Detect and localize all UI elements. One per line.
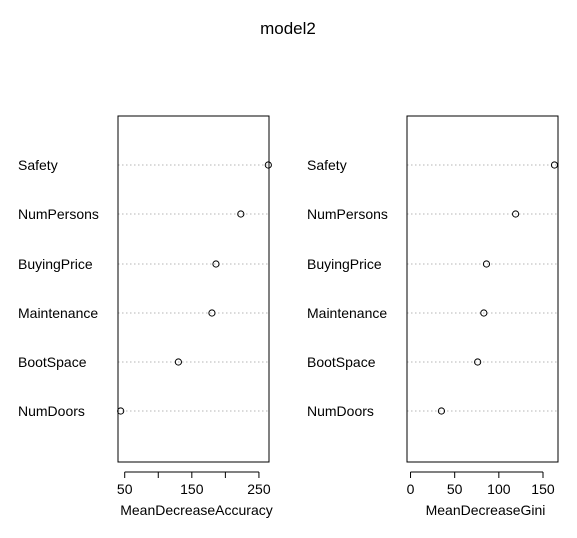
category-label: NumDoors (307, 403, 374, 419)
category-label: Maintenance (307, 305, 387, 321)
plot-frame (117, 115, 270, 463)
x-tick-label: 50 (117, 481, 133, 497)
x-tick-label: 0 (407, 481, 415, 497)
plot-frame (406, 115, 559, 463)
data-point (212, 260, 220, 268)
x-tick-label: 100 (487, 481, 511, 497)
gini-panel: Safety NumPersons BuyingPrice Maintenance Bo… (307, 115, 559, 518)
data-point (264, 161, 272, 169)
category-label: BootSpace (307, 354, 376, 370)
data-point (237, 210, 245, 218)
data-point (480, 309, 488, 317)
x-tick-label: 150 (531, 481, 555, 497)
x-axis-label: MeanDecreaseAccuracy (120, 502, 273, 518)
category-label: NumDoors (18, 403, 85, 419)
data-point (512, 210, 520, 218)
x-axis-label: MeanDecreaseGini (426, 502, 546, 518)
x-tick-label: 250 (247, 481, 271, 497)
category-label: BuyingPrice (18, 256, 93, 272)
chart-title: model2 (260, 19, 316, 38)
data-point (208, 309, 216, 317)
category-label: BootSpace (18, 354, 87, 370)
category-label: Safety (18, 157, 58, 173)
x-tick-label: 150 (180, 481, 204, 497)
data-point (174, 358, 182, 366)
accuracy-panel: Safety NumPersons BuyingPrice Maintenance Bo… (18, 115, 273, 518)
data-point (482, 260, 491, 268)
category-label: Maintenance (18, 305, 98, 321)
x-tick-label: 50 (447, 481, 463, 497)
data-point (437, 407, 446, 415)
category-label: Safety (307, 157, 347, 173)
category-label: NumPersons (307, 206, 388, 222)
data-point (474, 358, 482, 366)
category-label: NumPersons (18, 206, 99, 222)
category-label: BuyingPrice (307, 256, 382, 272)
